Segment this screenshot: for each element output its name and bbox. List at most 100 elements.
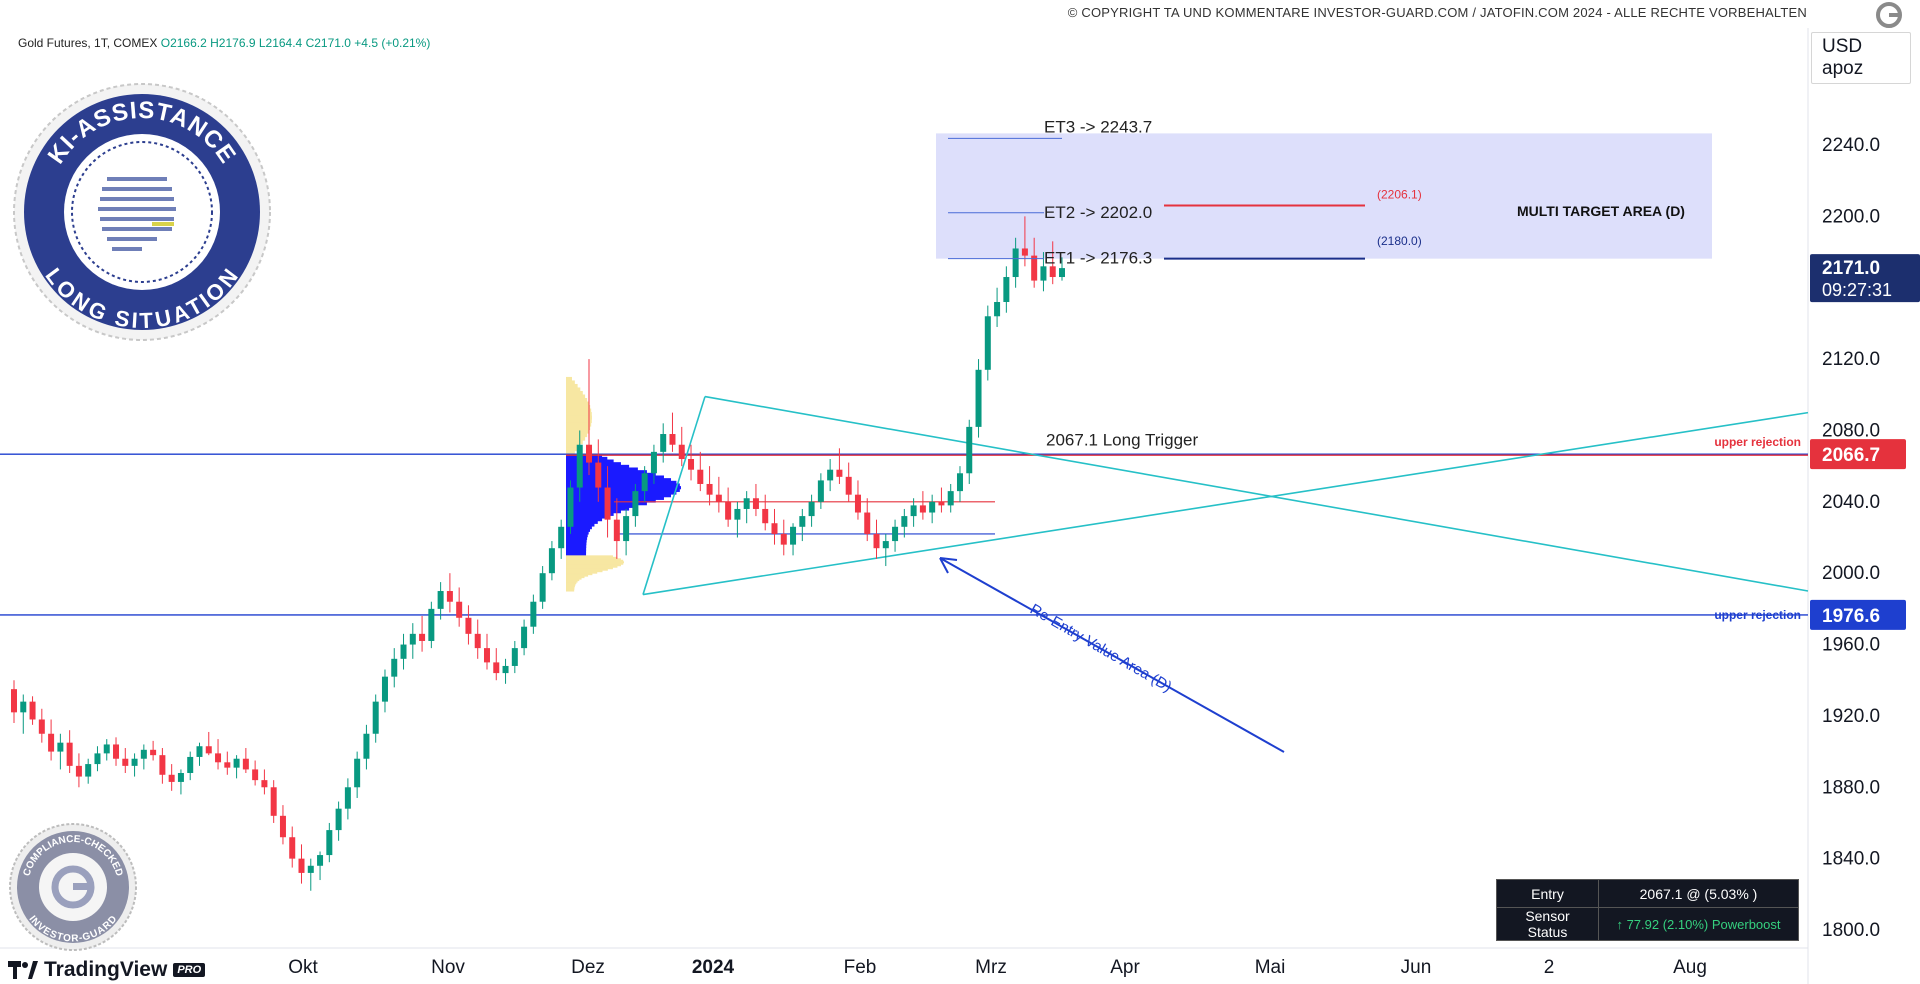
candle-body xyxy=(307,865,314,873)
price-tag-level xyxy=(1810,599,1906,630)
candle-body xyxy=(1021,248,1028,256)
volume-profile-bar xyxy=(566,559,624,562)
volume-profile-bar xyxy=(566,433,588,438)
candle-body xyxy=(984,316,991,370)
volume-profile-bar xyxy=(566,531,589,535)
tradingview-name: TradingView xyxy=(44,958,168,981)
ascending-trendline xyxy=(642,411,1809,596)
currency-label: USD xyxy=(1822,36,1863,57)
currency-selector[interactable]: USD apoz xyxy=(1811,32,1911,84)
et2-sub-label: (2206.1) xyxy=(1377,187,1422,201)
volume-profile-bar xyxy=(566,472,656,476)
volume-profile-bar xyxy=(566,550,587,554)
volume-profile-bar xyxy=(566,580,578,583)
volume-profile-bar xyxy=(566,558,621,561)
candle-body xyxy=(827,469,834,481)
candle-body xyxy=(38,719,45,734)
volume-profile-bar xyxy=(566,426,591,431)
candle-body xyxy=(780,533,787,545)
candle-body xyxy=(1003,277,1010,302)
candle-body xyxy=(409,633,416,645)
volume-profile-bar xyxy=(566,376,572,381)
volume-profile-bar xyxy=(566,475,664,479)
candle-body xyxy=(864,512,871,534)
candle-body xyxy=(483,648,490,663)
candle-body xyxy=(799,516,806,527)
x-axis-tick: Mai xyxy=(1255,957,1286,978)
upper-rejection-label-blue: upper rejection xyxy=(1714,608,1801,622)
candle-body xyxy=(1059,268,1065,278)
volume-profile-bar xyxy=(566,422,592,427)
candle-body xyxy=(558,526,565,549)
volume-profile-bar xyxy=(566,528,591,532)
tradingview-logo[interactable]: TradingView PRO xyxy=(8,958,206,982)
volume-profile-bar xyxy=(566,412,592,417)
volume-profile-bar xyxy=(566,523,595,527)
volume-profile-bar xyxy=(566,401,589,406)
candle-body xyxy=(734,508,741,520)
candle-body xyxy=(474,633,481,649)
volume-profile-bar xyxy=(566,534,588,538)
volume-profile-bar xyxy=(566,447,578,452)
candle-body xyxy=(66,742,73,766)
candle-body xyxy=(567,487,574,527)
x-axis-tick: 2024 xyxy=(692,957,735,978)
candle-body xyxy=(725,501,732,520)
candle-body xyxy=(11,689,17,713)
volume-profile-bar xyxy=(566,539,587,543)
candle-body xyxy=(48,733,55,752)
candle-body xyxy=(270,787,277,816)
candle-body xyxy=(261,780,268,788)
volume-profile-bar xyxy=(566,577,582,580)
candle-body xyxy=(465,617,472,634)
ohlc-open: O2166.2 xyxy=(160,36,207,50)
volume-profile-bar xyxy=(566,491,677,495)
volume-profile-bar xyxy=(566,383,578,388)
x-axis-tick: Feb xyxy=(844,957,877,978)
ohlc-change: +4.5 (+0.21%) xyxy=(354,36,431,50)
candle-body xyxy=(641,473,648,492)
volume-profile-bar xyxy=(566,405,591,410)
volume-profile-bar xyxy=(566,562,624,565)
candle-body xyxy=(650,451,657,474)
volume-profile-bar xyxy=(566,536,588,540)
volume-profile-bar xyxy=(566,570,603,573)
candle-body xyxy=(317,855,324,866)
candle-body xyxy=(576,444,583,488)
volume-profile-bar xyxy=(566,582,577,585)
volume-profile-bar xyxy=(566,571,598,574)
volume-profile-bar xyxy=(566,512,614,516)
table-row: Sensor Status ↑ 77.92 (2.10%) Powerboost xyxy=(1496,907,1799,941)
price-tag-level-value: 1976.6 xyxy=(1822,606,1880,627)
volume-profile-bar xyxy=(566,429,589,434)
pro-badge: PRO xyxy=(173,963,206,977)
candle-body xyxy=(419,633,426,641)
volume-profile-bar xyxy=(566,544,587,548)
candle-body xyxy=(57,742,64,752)
candle-body xyxy=(75,765,82,777)
candle-body xyxy=(901,516,908,527)
candle-body xyxy=(548,548,555,574)
upper-rejection-label-red: upper rejection xyxy=(1714,435,1801,449)
volume-profile-bar xyxy=(566,567,613,570)
candle-body xyxy=(94,753,101,765)
reentry-arrow-line xyxy=(939,557,1285,753)
candle-body xyxy=(817,480,824,502)
y-axis-tick: 1840.0 xyxy=(1822,849,1880,870)
candle-body xyxy=(892,526,899,542)
volume-profile-bar xyxy=(566,488,680,492)
candle-body xyxy=(632,491,639,517)
x-axis-tick: Aug xyxy=(1673,957,1707,978)
x-axis-tick: Nov xyxy=(431,957,465,978)
et3-label: ET3 -> 2243.7 xyxy=(1044,117,1152,136)
candle-body xyxy=(836,469,843,477)
volume-profile-bar xyxy=(566,574,589,577)
candle-body xyxy=(882,541,889,549)
volume-profile-bar xyxy=(566,565,618,568)
et2-label: ET2 -> 2202.0 xyxy=(1044,203,1152,222)
candle-body xyxy=(252,769,259,781)
candle-body xyxy=(966,426,973,474)
volume-profile-bar xyxy=(566,478,672,482)
volume-profile-bar xyxy=(566,515,608,519)
